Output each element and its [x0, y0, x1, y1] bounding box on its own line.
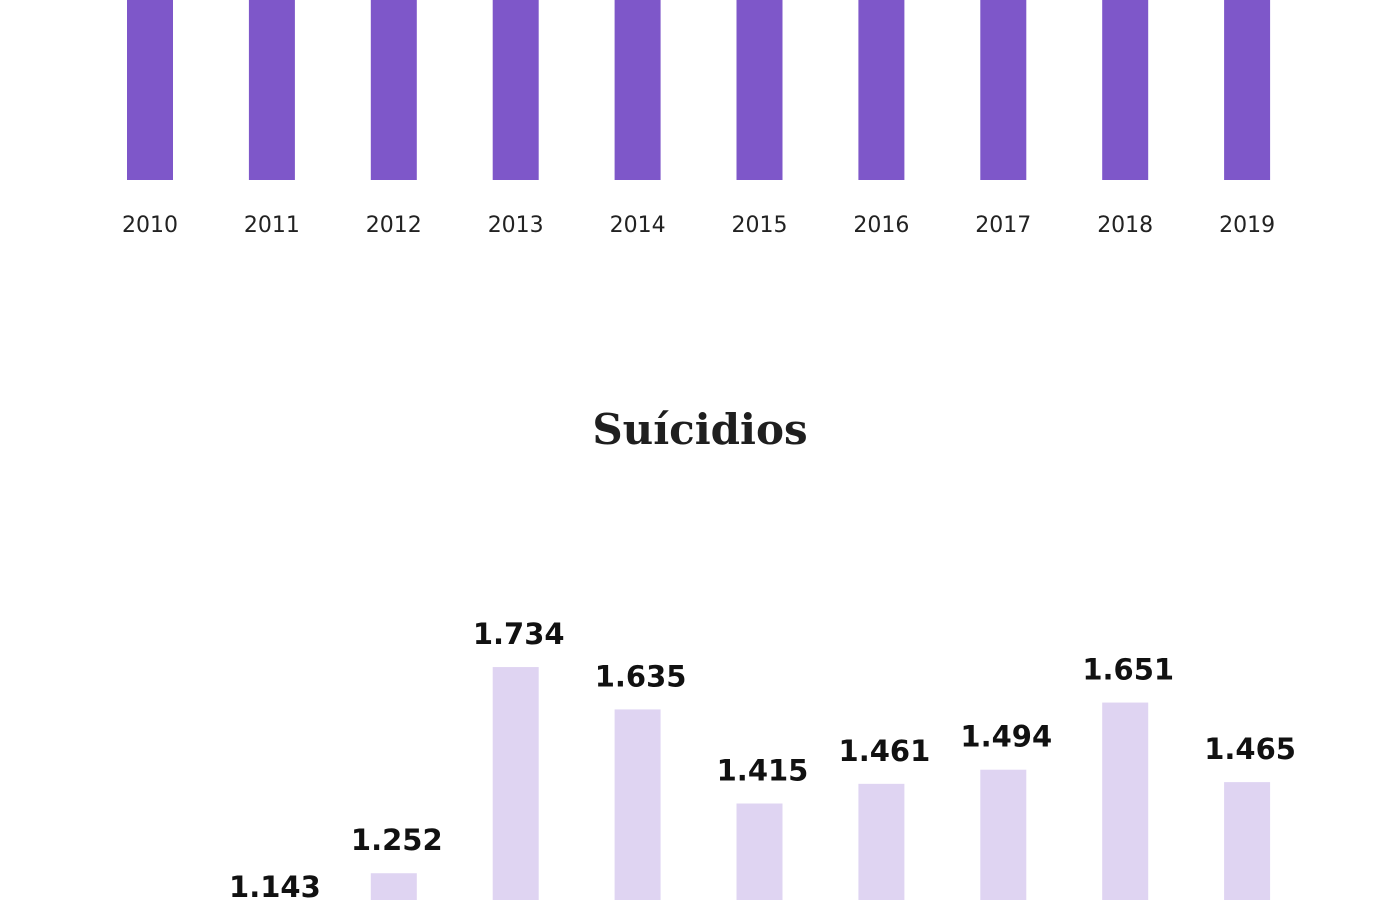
- x-tick-label: 2013: [488, 213, 544, 238]
- x-tick-label: 2012: [366, 213, 422, 238]
- bar-2011: [248, 0, 295, 180]
- bar-2018: [1102, 0, 1149, 180]
- bar-2019: [1224, 782, 1271, 900]
- x-tick-label: 2011: [244, 213, 300, 238]
- bar-2014: [614, 0, 661, 180]
- data-label: 1.461: [839, 734, 931, 768]
- bar-2015: [736, 803, 783, 900]
- bar-2018: [1102, 702, 1149, 900]
- chart-title: Suícidios: [592, 405, 808, 454]
- bar-2010: [127, 0, 173, 180]
- bar-2017: [980, 0, 1027, 180]
- bar-2015: [736, 0, 783, 180]
- bar-2019: [1224, 0, 1271, 180]
- x-tick-label: 2015: [732, 213, 788, 238]
- top-bar-chart: 2010 2011 2012 2013 2014 2015 2016 2017 2018 2019: [122, 0, 1275, 238]
- bar-2017: [980, 769, 1027, 900]
- data-label: 1.143: [229, 870, 321, 900]
- bar-2012: [370, 0, 417, 180]
- bar-2016: [858, 0, 905, 180]
- bar-2013: [492, 0, 539, 180]
- data-label: 1.465: [1204, 732, 1296, 766]
- x-tick-label: 2019: [1219, 213, 1275, 238]
- bar-2012: [370, 873, 417, 900]
- bar-2014: [614, 709, 661, 900]
- data-label: 1.635: [595, 659, 687, 693]
- x-tick-label: 2010: [122, 213, 178, 238]
- bar-2016: [858, 783, 905, 900]
- x-tick-label: 2014: [610, 213, 666, 238]
- data-label: 1.494: [960, 720, 1052, 754]
- x-tick-label: 2018: [1097, 213, 1153, 238]
- data-label: 1.734: [473, 617, 565, 651]
- x-tick-label: 2017: [975, 213, 1031, 238]
- data-label: 1.252: [351, 823, 443, 857]
- data-label: 1.415: [717, 754, 809, 788]
- bar-2013: [492, 667, 539, 900]
- x-tick-label: 2016: [853, 213, 909, 238]
- data-label: 1.651: [1082, 653, 1174, 687]
